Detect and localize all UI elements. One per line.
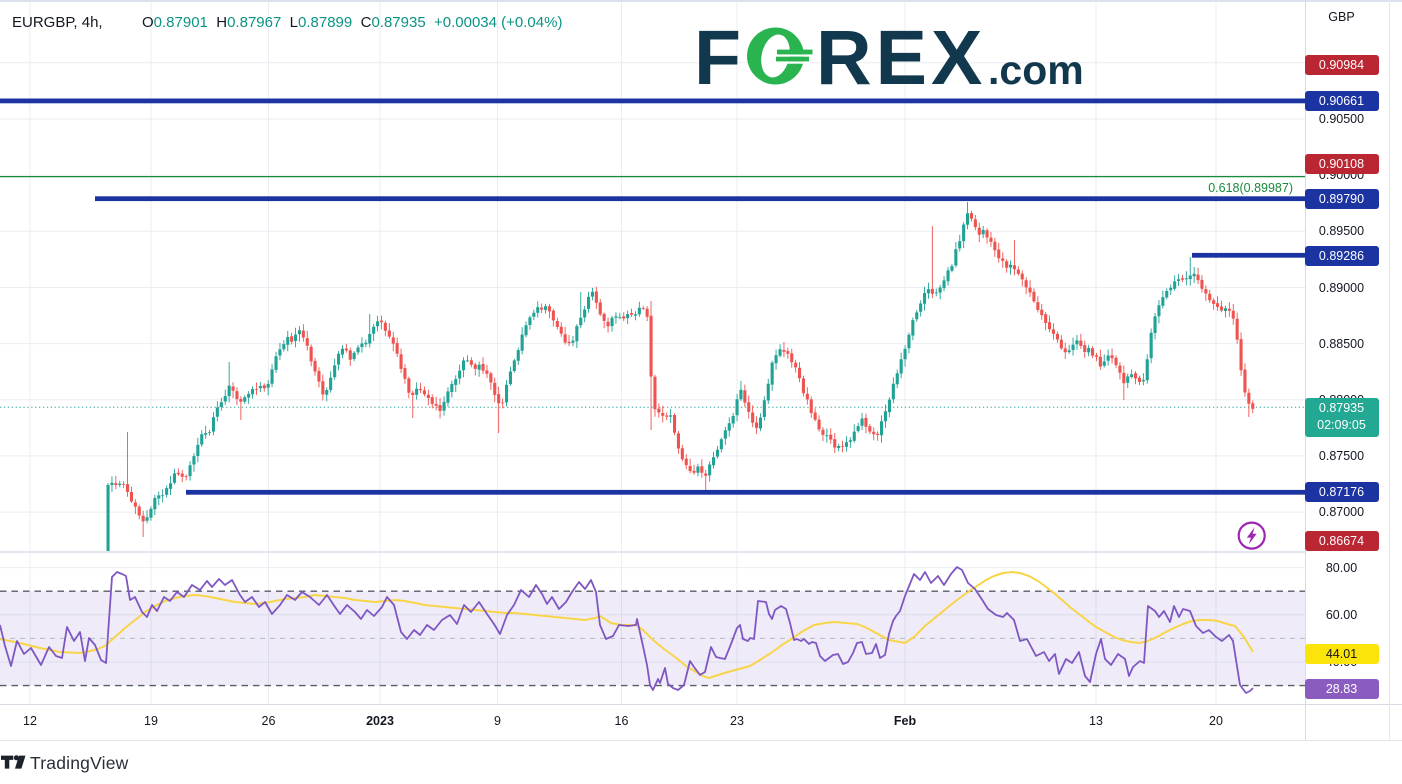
svg-text:REX: REX <box>816 15 986 101</box>
svg-text:.com: .com <box>988 47 1084 93</box>
svg-text:F: F <box>694 15 741 101</box>
